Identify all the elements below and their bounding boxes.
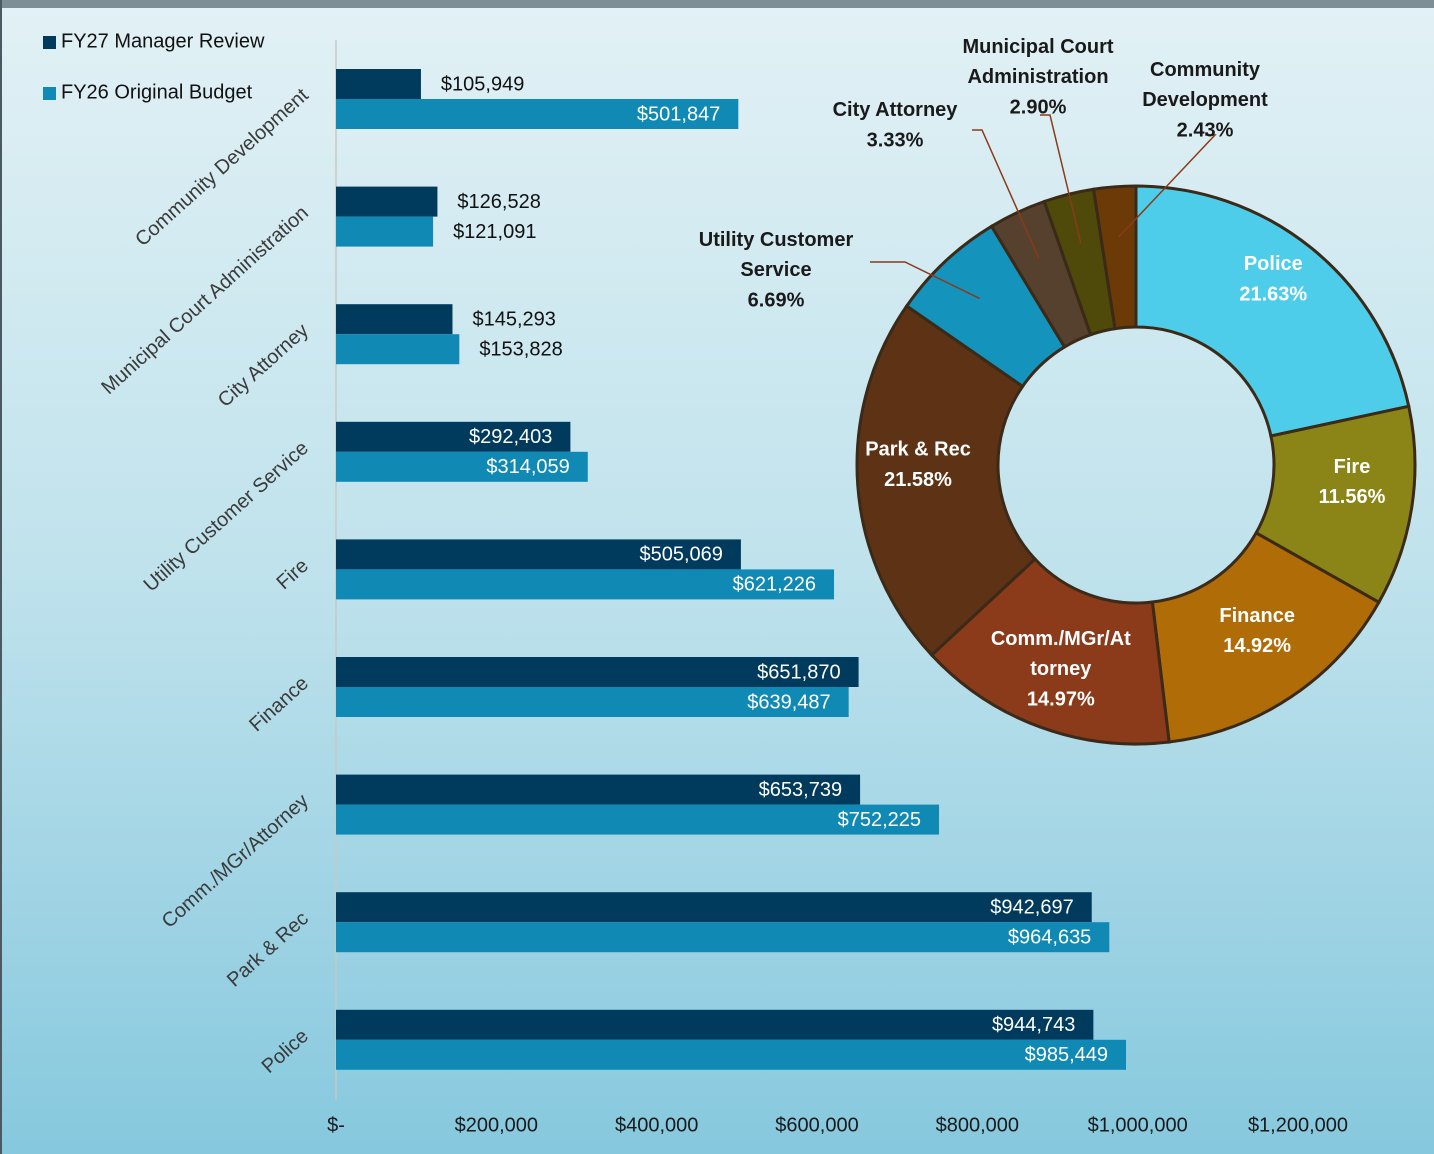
- top-border: [0, 0, 1434, 8]
- slice-value-label: 2.90%: [1010, 96, 1067, 118]
- slice-value-label: 14.92%: [1223, 635, 1291, 657]
- bar: [336, 892, 1092, 923]
- donut-slice: [929, 556, 1171, 746]
- legend-swatch: [43, 87, 56, 100]
- bar: [336, 1039, 1127, 1070]
- x-tick-label: $400,000: [615, 1114, 698, 1136]
- data-label: $944,743: [992, 1014, 1075, 1036]
- donut-slice: [1134, 184, 1411, 438]
- slice-label: Utility Customer Service: [699, 229, 854, 281]
- donut-slice: [1150, 530, 1381, 744]
- legend-label: FY26 Original Budget: [61, 81, 253, 103]
- data-label: $105,949: [441, 73, 524, 95]
- x-tick-label: $800,000: [936, 1114, 1019, 1136]
- slice-label: Finance: [1219, 605, 1295, 627]
- data-label: $621,226: [733, 574, 816, 596]
- data-label: $651,870: [757, 661, 840, 683]
- slice-value-label: 14.97%: [1027, 688, 1095, 710]
- slice-label: City Attorney: [833, 99, 959, 121]
- slice-label: Comm./MGr/At torney: [991, 628, 1131, 680]
- slice-value-label: 6.69%: [748, 289, 805, 311]
- leader-line: [870, 261, 980, 300]
- data-label: $985,449: [1025, 1044, 1108, 1066]
- donut-slice: [1091, 184, 1138, 331]
- bar: [336, 774, 861, 805]
- data-label: $292,403: [469, 426, 552, 448]
- x-tick-label: $1,000,000: [1088, 1114, 1188, 1136]
- slice-label: Municipal Court Administration: [962, 36, 1113, 88]
- bar: [336, 539, 741, 570]
- x-tick-label: $-: [327, 1114, 345, 1136]
- leader-line: [1040, 114, 1082, 244]
- x-tick-label: $200,000: [455, 1114, 538, 1136]
- donut-slice: [855, 303, 1038, 658]
- data-label: $505,069: [639, 544, 722, 566]
- leader-line: [972, 129, 1040, 259]
- data-label: $145,293: [472, 308, 555, 330]
- data-label: $653,739: [759, 779, 842, 801]
- data-label: $942,697: [990, 896, 1073, 918]
- slice-value-label: 11.56%: [1319, 486, 1386, 508]
- data-label: $121,091: [453, 221, 536, 243]
- bar: [336, 569, 835, 600]
- data-label: $126,528: [457, 191, 540, 213]
- bar: [336, 451, 588, 482]
- bar: [336, 421, 571, 452]
- slice-label: Police: [1244, 253, 1303, 275]
- legend-swatch: [43, 36, 56, 49]
- data-label: $314,059: [486, 456, 569, 478]
- slice-label: Fire: [1334, 456, 1371, 478]
- bar: [336, 657, 859, 687]
- bar: [336, 804, 940, 835]
- data-label: $501,847: [637, 103, 720, 125]
- bar: [336, 922, 1110, 953]
- legend-label: FY27 Manager Review: [61, 30, 265, 52]
- data-label: $153,828: [479, 338, 562, 360]
- x-tick-label: $600,000: [775, 1114, 858, 1136]
- left-border: [0, 0, 2, 1154]
- bar: [336, 186, 438, 217]
- x-tick-label: $1,200,000: [1248, 1114, 1348, 1136]
- data-label: $639,487: [747, 691, 830, 713]
- bar: [336, 216, 434, 247]
- data-label: $964,635: [1008, 926, 1091, 948]
- bar: [336, 99, 739, 129]
- slice-label: Community Development: [1142, 59, 1268, 111]
- slice-value-label: 2.43%: [1177, 119, 1234, 141]
- bar: [336, 1009, 1094, 1040]
- data-label: $752,225: [838, 809, 921, 831]
- bar: [336, 334, 460, 365]
- bar: [336, 69, 421, 99]
- bar: [336, 304, 453, 335]
- slice-value-label: 21.58%: [884, 469, 952, 491]
- slice-label: Park & Rec: [865, 439, 971, 461]
- bar: [336, 687, 849, 717]
- leader-line: [1118, 134, 1217, 238]
- slice-value-label: 3.33%: [867, 129, 924, 151]
- slice-value-label: 21.63%: [1239, 283, 1307, 305]
